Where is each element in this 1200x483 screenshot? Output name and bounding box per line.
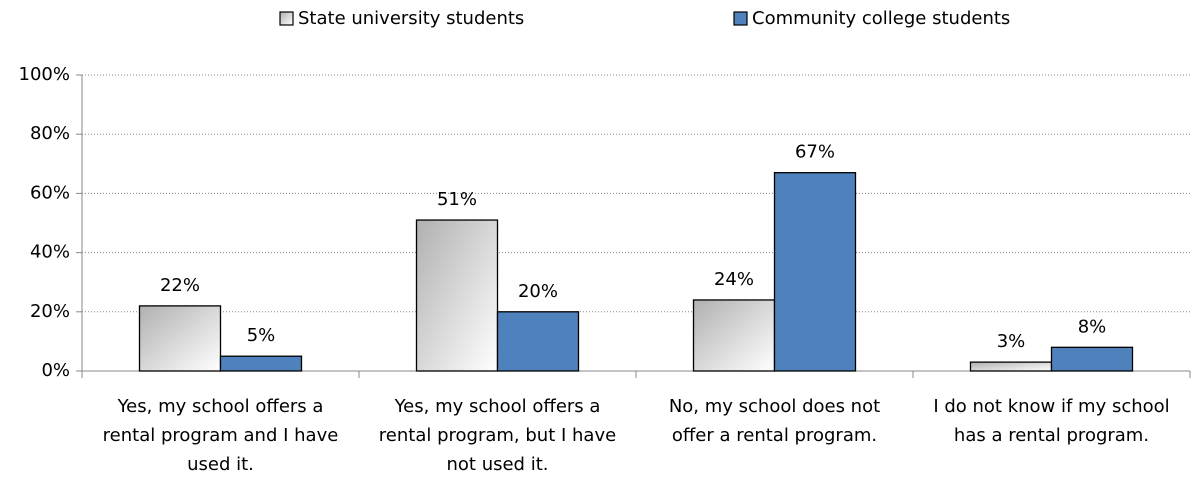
bar: [1050, 346, 1134, 372]
bar: [138, 305, 222, 372]
data-label: 67%: [795, 142, 835, 163]
data-label: 24%: [714, 269, 754, 290]
data-label: 5%: [247, 325, 276, 346]
bar: [969, 361, 1053, 372]
legend-swatch: [279, 11, 294, 26]
bar: [692, 299, 776, 372]
y-tick-label: 20%: [30, 301, 70, 322]
x-tick-label: Yes, my school offers a rental program a…: [102, 396, 339, 475]
x-tick-label: Yes, my school offers a rental program, …: [378, 396, 617, 475]
data-label: 3%: [997, 331, 1026, 352]
legend-label: Community college students: [752, 8, 1010, 29]
y-tick-label: 40%: [30, 242, 70, 263]
bar: [415, 219, 499, 372]
x-tick-label: I do not know if my school has a rental …: [933, 396, 1170, 446]
bar: [219, 355, 303, 372]
data-label: 22%: [160, 275, 200, 296]
data-label: 8%: [1078, 316, 1107, 337]
data-label: 51%: [437, 189, 477, 210]
y-tick-label: 80%: [30, 123, 70, 144]
y-tick-label: 100%: [19, 64, 70, 85]
bar: [773, 172, 857, 372]
y-tick-label: 60%: [30, 182, 70, 203]
data-label: 20%: [518, 281, 558, 302]
bar: [496, 311, 580, 372]
legend-swatch: [733, 11, 748, 26]
x-tick-label: No, my school does not offer a rental pr…: [668, 396, 881, 446]
legend-label: State university students: [298, 8, 524, 29]
y-tick-label: 0%: [41, 360, 70, 381]
